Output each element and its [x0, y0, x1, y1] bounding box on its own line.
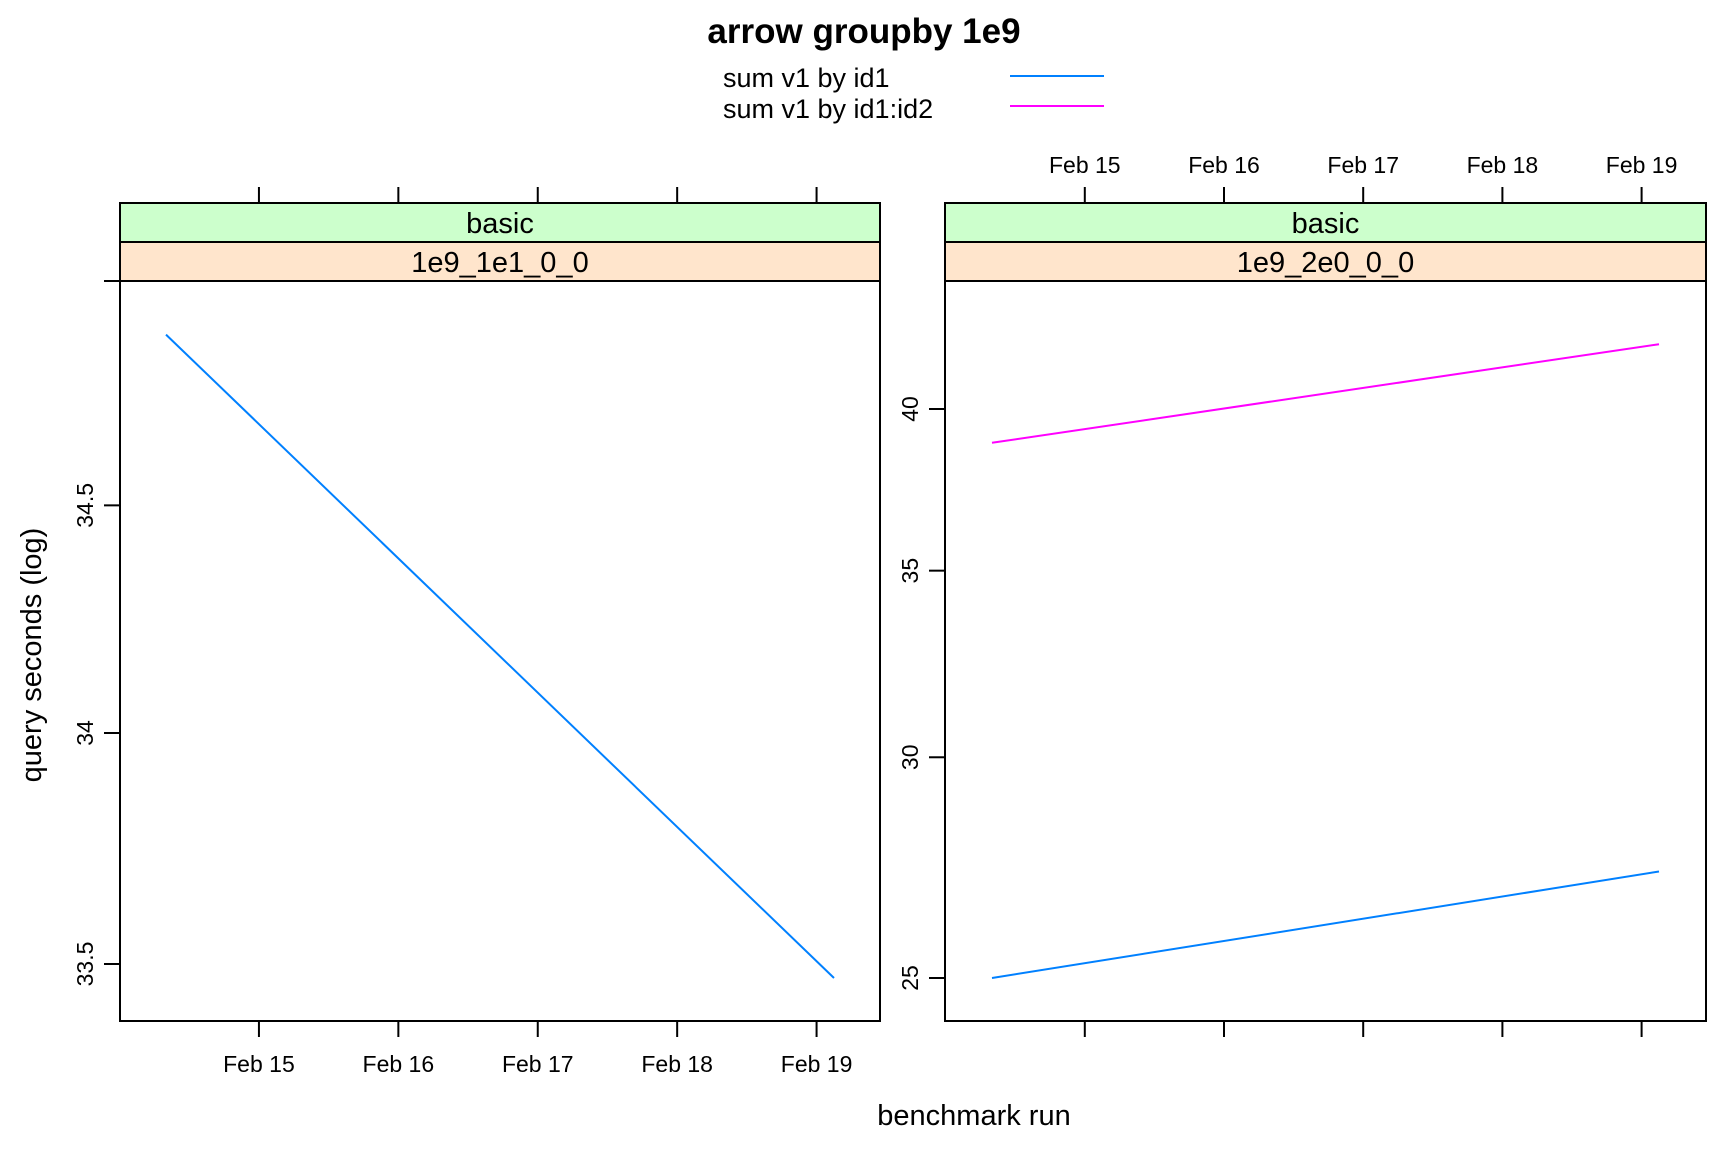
x-axis-label: benchmark run: [877, 1100, 1070, 1132]
strip-bottom: [944, 241, 1707, 282]
plot-area: [119, 280, 881, 1022]
x-tick-label: Feb 18: [1467, 152, 1539, 178]
plot-area: [944, 280, 1707, 1022]
x-tick-label: Feb 19: [781, 1051, 853, 1077]
y-tick-label: 34.5: [72, 483, 98, 528]
legend: sum v1 by id1 sum v1 by id1:id2: [723, 63, 1104, 124]
strip-bottom: [119, 241, 881, 282]
legend-label-series-2: sum v1 by id1:id2: [723, 94, 933, 124]
panel-left: basic 1e9_1e1_0_0 Feb 15 Feb 16 Feb 17 Feb 18…: [72, 187, 881, 1077]
series-line-id1-id2: [991, 343, 1660, 444]
strip-bottom-label: 1e9_1e1_0_0: [411, 247, 588, 279]
x-tick-label: Feb 16: [363, 1051, 435, 1077]
strip-top-label: basic: [1292, 208, 1360, 240]
y-tick-label: 35: [897, 558, 923, 584]
x-tick-label: Feb 16: [1188, 152, 1260, 178]
y-tick-label: 33.5: [72, 942, 98, 987]
strip-top: [119, 202, 881, 243]
x-tick-label: Feb 15: [223, 1051, 295, 1077]
y-tick-label: 30: [897, 744, 923, 770]
series-line-id1: [165, 333, 835, 979]
x-tick-label: Feb 17: [1327, 152, 1399, 178]
strip-top-label: basic: [466, 208, 534, 240]
y-axis-label: query seconds (log): [16, 528, 48, 783]
strip-bottom-label: 1e9_2e0_0_0: [1237, 247, 1414, 279]
panel-right: basic 1e9_2e0_0_0 Feb 15 Feb 16 Feb 17 Feb 18…: [897, 152, 1707, 1037]
y-tick-label: 34: [72, 720, 98, 746]
x-tick-label: Feb 19: [1606, 152, 1678, 178]
legend-label-series-1: sum v1 by id1: [723, 63, 890, 93]
x-tick-label: Feb 17: [502, 1051, 574, 1077]
series-line-id1: [991, 870, 1660, 979]
x-tick-label: Feb 18: [641, 1051, 713, 1077]
chart-title: arrow groupby 1e9: [707, 12, 1020, 51]
y-tick-label: 25: [897, 965, 923, 991]
y-tick-label: 40: [897, 396, 923, 422]
x-tick-label: Feb 15: [1049, 152, 1121, 178]
